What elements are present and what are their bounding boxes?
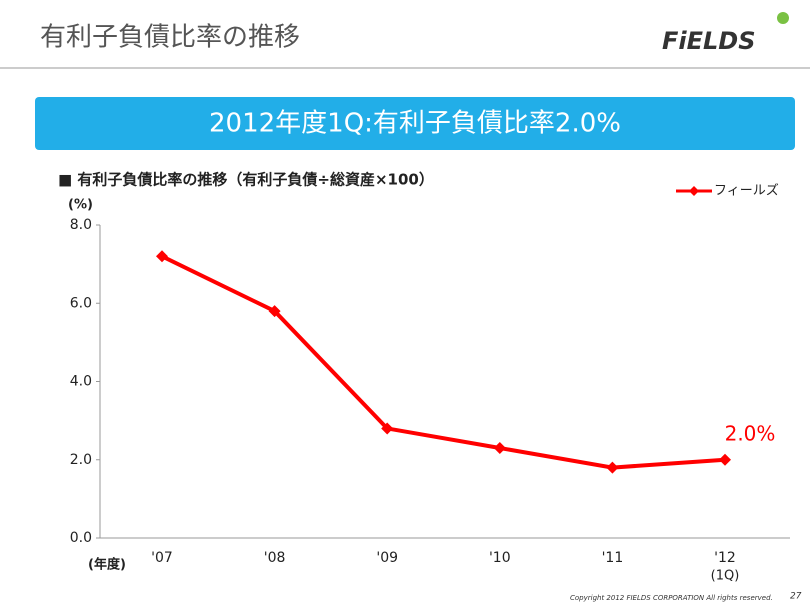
chart-title: ■ 有利子負債比率の推移（有利子負債÷総資産×100） bbox=[58, 171, 434, 189]
point-marker bbox=[719, 453, 731, 466]
point-marker bbox=[493, 442, 506, 455]
logo-icon bbox=[777, 12, 789, 24]
banner bbox=[35, 97, 795, 150]
page-number: 27 bbox=[790, 592, 802, 602]
copyright: Copyright 2012 FIELDS CORPORATION All ri… bbox=[570, 594, 773, 602]
point-marker bbox=[606, 461, 619, 474]
banner-text: 2012年度1Q:有利子負債比率2.0% bbox=[209, 109, 621, 139]
x-axis-label: (年度) bbox=[88, 557, 126, 573]
legend-marker bbox=[689, 186, 699, 196]
y-axis-label: (%) bbox=[68, 198, 93, 213]
x-tick-label: '11 bbox=[602, 550, 624, 566]
x-tick-label: '09 bbox=[376, 550, 398, 566]
y-tick-label: 8.0 bbox=[70, 217, 92, 233]
y-tick-label: 6.0 bbox=[70, 295, 92, 311]
point-marker bbox=[381, 422, 394, 435]
y-tick-label: 2.0 bbox=[70, 452, 92, 468]
series-line bbox=[161, 254, 726, 470]
slide-title: 有利子負債比率の推移 bbox=[40, 23, 300, 53]
logo: FiELDS bbox=[662, 27, 756, 55]
point-marker bbox=[156, 250, 168, 263]
x-tick-label: '12 bbox=[714, 550, 736, 566]
legend-label: フィールズ bbox=[714, 183, 779, 199]
x-tick-note: (1Q) bbox=[711, 569, 740, 584]
x-tick-label: '08 bbox=[264, 550, 286, 566]
x-tick-label: '07 bbox=[151, 550, 173, 566]
data-label: 2.0% bbox=[725, 421, 776, 445]
point-marker bbox=[268, 305, 281, 318]
x-tick-label: '10 bbox=[489, 550, 511, 566]
y-tick-label: 0.0 bbox=[70, 530, 92, 546]
y-tick-label: 4.0 bbox=[70, 374, 92, 390]
